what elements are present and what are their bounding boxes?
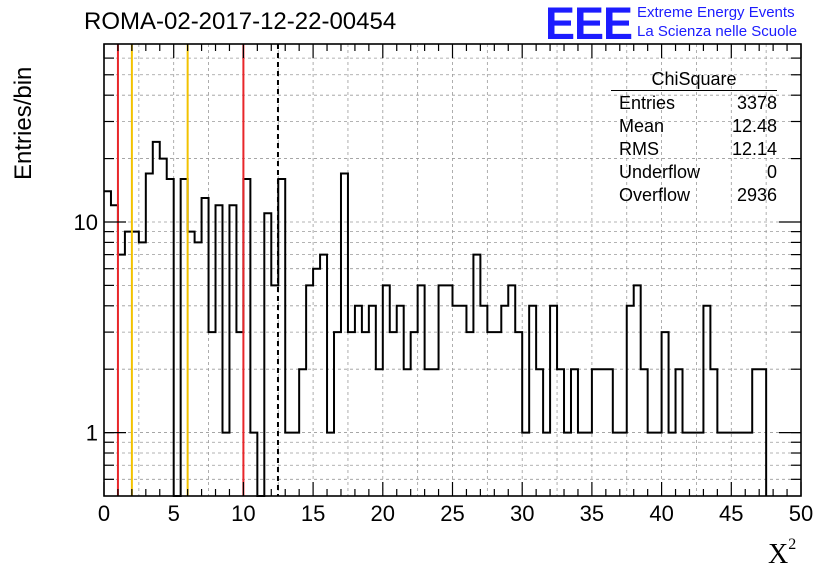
x-axis-label-superscript: 2 (788, 536, 797, 553)
stats-row-underflow: Underflow 0 (611, 161, 777, 184)
x-tick-label: 50 (789, 501, 813, 526)
stats-row-rms: RMS 12.14 (611, 138, 777, 161)
run-title: ROMA-02-2017-12-22-00454 (84, 8, 397, 35)
stats-value: 12.14 (731, 139, 777, 159)
stats-label: Underflow (619, 162, 701, 182)
stats-label: Entries (619, 93, 676, 113)
eee-logo: EEE (545, 2, 633, 44)
stats-value: 0 (766, 162, 777, 182)
x-tick-label: 5 (168, 501, 180, 526)
stats-value: 2936 (736, 185, 777, 205)
stats-title: ChiSquare (611, 68, 777, 91)
y-tick-label: 1 (86, 421, 98, 446)
x-tick-label: 0 (98, 501, 110, 526)
logo-line-1: Extreme Energy Events (637, 4, 795, 21)
x-tick-label: 40 (649, 501, 673, 526)
stats-row-entries: Entries 3378 (611, 92, 777, 115)
stats-row-overflow: Overflow 2936 (611, 184, 777, 207)
x-tick-label: 25 (440, 501, 464, 526)
logo-line-2: La Scienza nelle Scuole (637, 23, 798, 40)
stats-value: 3378 (736, 93, 777, 113)
logo-letters: EEE (545, 2, 632, 44)
stats-box: ChiSquare Entries 3378 Mean 12.48 RMS 12… (611, 68, 777, 207)
stats-value: 12.48 (731, 116, 777, 136)
y-axis-label: Entries/bin (10, 66, 37, 180)
x-tick-label: 20 (371, 501, 395, 526)
logo-text: Extreme Energy Events La Scienza nelle S… (637, 3, 797, 41)
stats-label: Mean (619, 116, 665, 136)
x-tick-label: 45 (719, 501, 743, 526)
x-axis-label-base: X (768, 539, 789, 570)
stats-label: Overflow (619, 185, 691, 205)
histogram-line (104, 140, 768, 497)
x-tick-label: 35 (580, 501, 604, 526)
x-tick-label: 15 (301, 501, 325, 526)
y-tick-label: 10 (74, 210, 98, 235)
stats-row-mean: Mean 12.48 (611, 115, 777, 138)
x-tick-label: 10 (231, 501, 255, 526)
x-tick-label: 30 (510, 501, 534, 526)
stats-label: RMS (619, 139, 659, 159)
x-axis-label: X2 (768, 536, 796, 571)
